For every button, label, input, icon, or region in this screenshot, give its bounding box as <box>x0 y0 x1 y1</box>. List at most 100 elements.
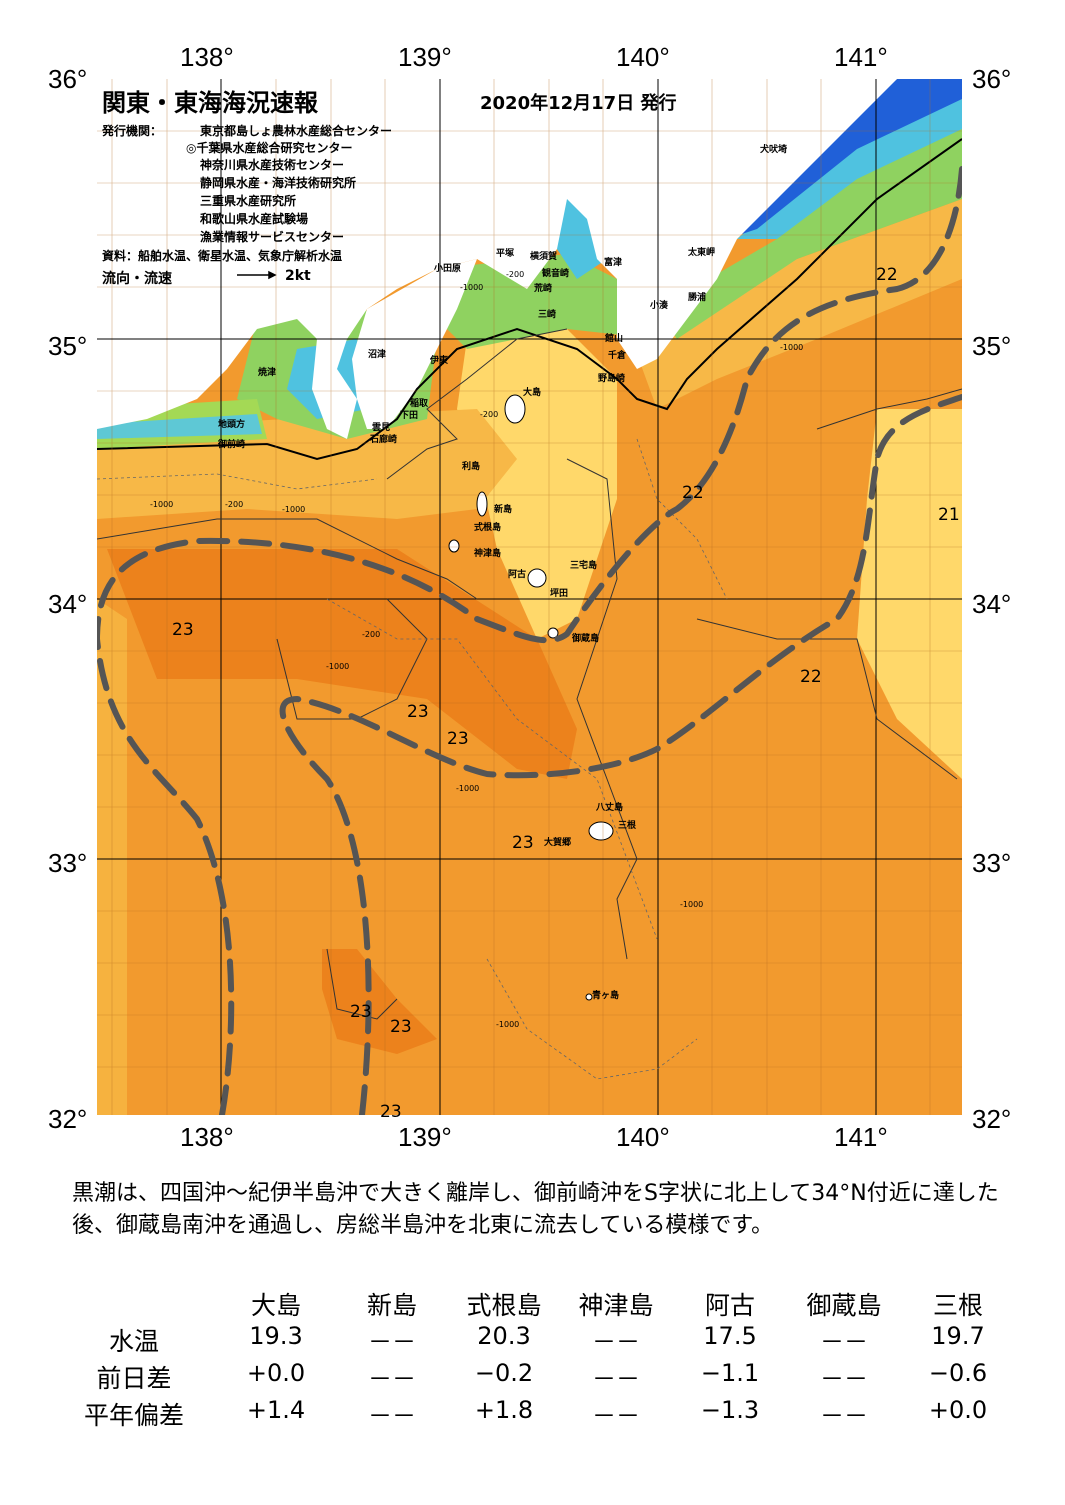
lat-label-36-right: 36° <box>972 64 1012 94</box>
depth-label: -1000 <box>496 1020 520 1029</box>
lat-label-34-left: 34° <box>48 589 88 619</box>
temp-label: 23 <box>380 1102 402 1122</box>
issuer-7: 漁業情報サービスセンター <box>200 230 345 244</box>
issue-date: 2020年12月17日 発行 <box>480 93 677 114</box>
place-kominato: 小湊 <box>650 301 669 311</box>
depth-label: -1000 <box>282 505 306 514</box>
island-niijima <box>476 491 488 517</box>
table-cell: －－ <box>368 1402 416 1430</box>
blue-zone-choshi <box>727 79 962 239</box>
place-yokosuka: 横須賀 <box>530 252 558 262</box>
land-izu <box>352 259 477 429</box>
kuroshio-axis <box>97 166 962 1115</box>
table-cell: 17.5 <box>703 1322 757 1350</box>
data-source: 資料：船舶水温、衛星水温、気象庁解析水温 <box>102 249 343 263</box>
temp-label: 22 <box>876 265 898 285</box>
place-misaki: 三崎 <box>538 310 557 320</box>
sea-temperature-map <box>97 79 962 1115</box>
place-miyakejima: 三宅島 <box>570 561 598 571</box>
island-aogashima <box>585 993 593 1001</box>
table-cell: 20.3 <box>477 1322 531 1350</box>
lon-label-140-top: 140° <box>616 42 670 72</box>
table-cell: +1.8 <box>474 1396 534 1424</box>
place-numazu: 沼津 <box>368 350 387 360</box>
warm-core-region-2 <box>322 949 437 1054</box>
place-inubosaki: 犬吠埼 <box>760 145 788 155</box>
place-irozaki: 石廊崎 <box>370 435 398 445</box>
summary-text: 黒潮は、四国沖～紀伊半島沖で大きく離岸し、御前崎沖をS字状に北上して34°N付近… <box>72 1181 999 1238</box>
depth-label: -1000 <box>780 343 804 352</box>
lat-label-35-left: 35° <box>48 331 88 361</box>
depth-label: -1000 <box>456 784 480 793</box>
land-honshu <box>97 79 962 439</box>
issuer-4: 静岡県水産・海洋技術研究所 <box>200 176 357 190</box>
table-cell: －－ <box>820 1402 868 1430</box>
issuer-6: 和歌山県水産試験場 <box>200 212 309 226</box>
place-aogashima: 青ヶ島 <box>592 991 620 1001</box>
temp-label: 21 <box>938 505 960 525</box>
lon-label-138-top: 138° <box>180 42 234 72</box>
table-cell: －－ <box>368 1328 416 1356</box>
table-cell: －－ <box>592 1328 640 1356</box>
lon-label-139-top: 139° <box>398 42 452 72</box>
flow-scale-arrow <box>237 270 277 280</box>
table-cell: +0.0 <box>246 1359 306 1387</box>
col-header: 御蔵島 <box>806 1291 882 1320</box>
island-oshima <box>504 394 526 424</box>
row-header: 前日差 <box>96 1364 172 1393</box>
place-okago: 大賀郷 <box>544 838 572 848</box>
place-odawara: 小田原 <box>434 264 462 274</box>
col-header: 神津島 <box>578 1291 654 1320</box>
place-mikurajima: 御蔵島 <box>572 634 600 644</box>
temp-label: 23 <box>512 833 534 853</box>
isotherms <box>97 328 962 1020</box>
green-zone-boso <box>657 119 962 339</box>
col-header: 新島 <box>366 1291 417 1320</box>
table-cell: −1.3 <box>700 1396 760 1424</box>
issuer-3: 神奈川県水産技術センター <box>200 158 345 172</box>
cyan-zone-boso <box>737 99 962 239</box>
lat-label-34-right: 34° <box>972 589 1012 619</box>
depth-label: -200 <box>225 500 244 509</box>
lon-label-139-bottom: 139° <box>398 1122 452 1152</box>
col-header: 三根 <box>932 1291 983 1320</box>
place-ako: 阿古 <box>508 570 527 580</box>
lon-label-141-bottom: 141° <box>834 1122 888 1152</box>
table-cell: －－ <box>592 1365 640 1393</box>
table-cell: －－ <box>820 1365 868 1393</box>
depth-label: -200 <box>480 410 499 419</box>
yellow-zone-izu <box>457 329 617 639</box>
depth-label: -1000 <box>460 283 484 292</box>
place-niijima: 新島 <box>494 505 513 515</box>
temp-label: 23 <box>350 1002 372 1022</box>
lat-label-36-left: 36° <box>48 64 88 94</box>
lat-label-33-right: 33° <box>972 848 1012 878</box>
issuer-2: ◎千葉県水産総合研究センター <box>186 141 353 155</box>
flow-scale: 2kt <box>285 268 311 284</box>
grid-lines <box>97 79 962 1115</box>
place-omaezaki: 御前崎 <box>218 440 246 450</box>
place-kozushima: 神津島 <box>474 549 502 559</box>
place-katsuura: 勝浦 <box>688 293 707 303</box>
lat-label-33-left: 33° <box>48 848 88 878</box>
place-mitsune: 三根 <box>618 821 637 831</box>
temp-label: 22 <box>800 667 822 687</box>
table-cell: －－ <box>592 1402 640 1430</box>
depth-label: -1000 <box>326 662 350 671</box>
place-yaizu: 焼津 <box>258 368 277 378</box>
issuer-label: 発行機関： <box>102 124 163 138</box>
map-title: 関東・東海海況速報 <box>102 89 318 117</box>
lat-label-32-right: 32° <box>972 1104 1012 1134</box>
place-hiratsuka: 平塚 <box>496 249 515 259</box>
temp-label: 23 <box>390 1017 412 1037</box>
depth-label: -200 <box>362 630 381 639</box>
table-cell: +1.4 <box>246 1396 306 1424</box>
table-cell: －－ <box>820 1328 868 1356</box>
place-taitomisaki: 太東岬 <box>688 248 716 258</box>
depth-contours <box>97 438 728 1080</box>
temp-label: 22 <box>682 483 704 503</box>
place-nojimazaki: 野島崎 <box>598 374 626 384</box>
island-miyakejima <box>527 568 547 588</box>
temp-label: 23 <box>407 702 429 722</box>
place-shimoda: 下田 <box>400 411 419 421</box>
